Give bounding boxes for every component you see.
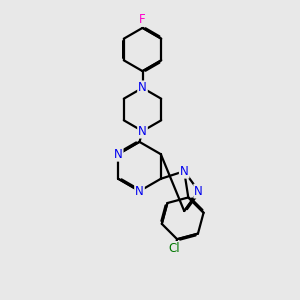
- Text: Cl: Cl: [169, 242, 180, 255]
- Text: N: N: [114, 148, 123, 161]
- Text: N: N: [135, 184, 144, 198]
- Text: N: N: [194, 184, 203, 198]
- Text: N: N: [138, 124, 147, 138]
- Text: N: N: [138, 81, 147, 94]
- Text: F: F: [139, 13, 146, 26]
- Text: N: N: [180, 165, 189, 178]
